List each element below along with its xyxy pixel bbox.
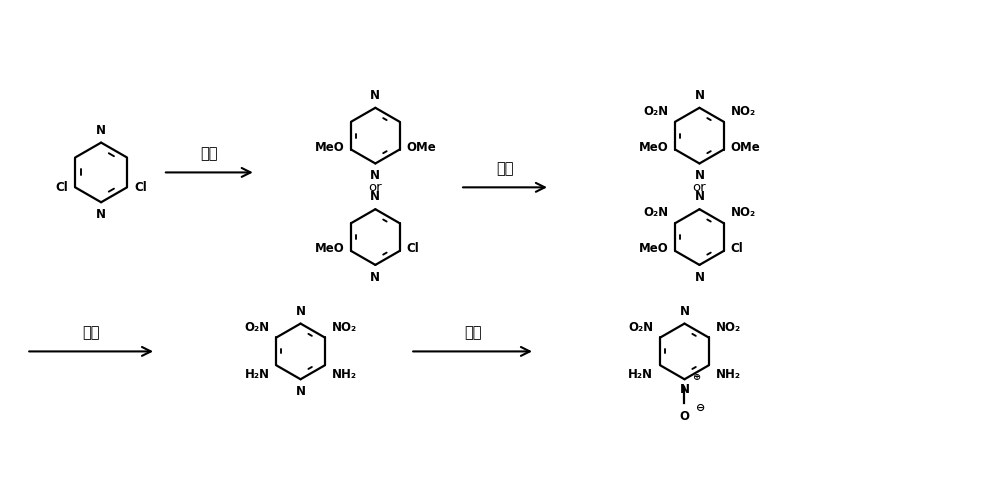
Text: NH₂: NH₂	[716, 368, 741, 381]
Text: NO₂: NO₂	[332, 321, 357, 333]
Text: 取代: 取代	[201, 147, 218, 162]
Text: MeO: MeO	[314, 141, 344, 154]
Text: H₂N: H₂N	[628, 368, 653, 381]
Text: O₂N: O₂N	[244, 321, 269, 333]
Text: N: N	[370, 190, 380, 203]
Text: N: N	[694, 169, 704, 182]
Text: or: or	[693, 181, 706, 194]
Text: N: N	[694, 89, 704, 102]
Text: N: N	[96, 208, 106, 221]
Text: OMe: OMe	[407, 141, 436, 154]
Text: O: O	[679, 410, 689, 423]
Text: N: N	[96, 124, 106, 137]
Text: 硭化: 硭化	[496, 162, 514, 176]
Text: Cl: Cl	[407, 243, 419, 255]
Text: NH₂: NH₂	[332, 368, 357, 381]
Text: NO₂: NO₂	[731, 105, 756, 118]
Text: H₂N: H₂N	[244, 368, 269, 381]
Text: MeO: MeO	[314, 243, 344, 255]
Text: N: N	[679, 305, 689, 318]
Text: O₂N: O₂N	[628, 321, 653, 333]
Text: N: N	[679, 383, 689, 396]
Text: NO₂: NO₂	[731, 206, 756, 219]
Text: 氧化: 氧化	[464, 326, 481, 340]
Text: O₂N: O₂N	[643, 105, 668, 118]
Text: N: N	[694, 190, 704, 203]
Text: Cl: Cl	[55, 181, 68, 194]
Text: OMe: OMe	[731, 141, 760, 154]
Text: MeO: MeO	[639, 243, 668, 255]
Text: N: N	[370, 169, 380, 182]
Text: MeO: MeO	[639, 141, 668, 154]
Text: Cl: Cl	[731, 243, 743, 255]
Text: NO₂: NO₂	[716, 321, 741, 333]
Text: O₂N: O₂N	[643, 206, 668, 219]
Text: ⊖: ⊖	[696, 403, 706, 413]
Text: N: N	[370, 89, 380, 102]
Text: 氨解: 氨解	[82, 326, 100, 340]
Text: N: N	[296, 305, 306, 318]
Text: ⊕: ⊕	[692, 372, 701, 382]
Text: Cl: Cl	[134, 181, 147, 194]
Text: N: N	[296, 385, 306, 398]
Text: or: or	[369, 181, 382, 194]
Text: N: N	[370, 271, 380, 284]
Text: N: N	[694, 271, 704, 284]
